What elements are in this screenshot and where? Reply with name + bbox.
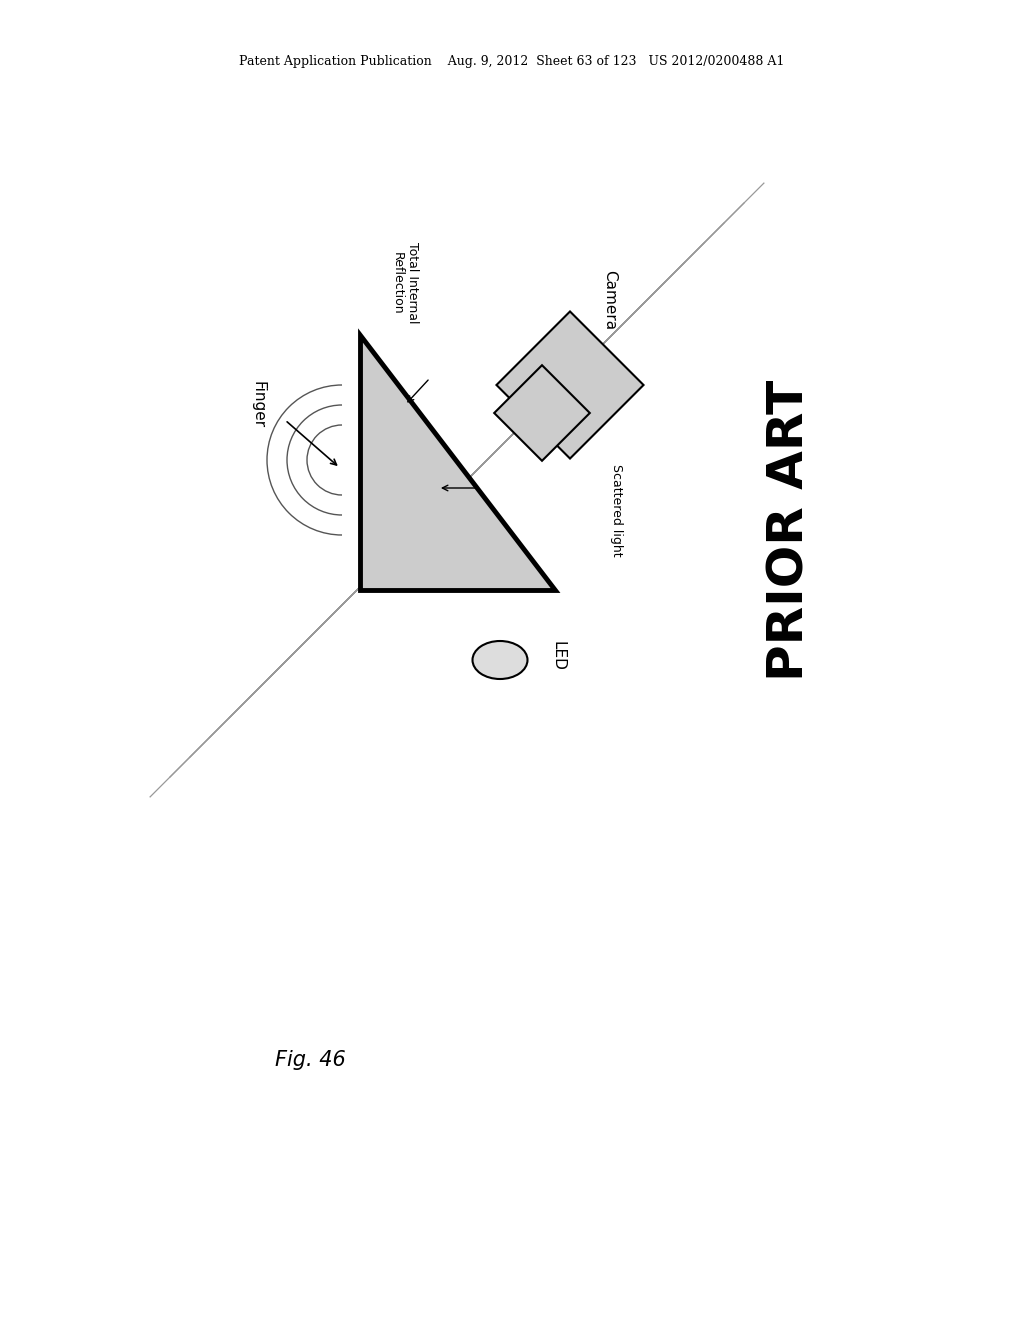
Text: Patent Application Publication    Aug. 9, 2012  Sheet 63 of 123   US 2012/020048: Patent Application Publication Aug. 9, 2…	[240, 55, 784, 69]
Text: Camera: Camera	[602, 269, 617, 330]
Polygon shape	[495, 366, 590, 461]
Polygon shape	[497, 312, 643, 458]
Text: Fig. 46: Fig. 46	[274, 1049, 345, 1071]
Text: LED: LED	[551, 642, 565, 671]
Ellipse shape	[472, 642, 527, 678]
Polygon shape	[360, 335, 555, 590]
Text: PRIOR ART: PRIOR ART	[766, 379, 814, 681]
Text: Total Internal
Reflection: Total Internal Reflection	[391, 243, 419, 323]
Text: Scattered light: Scattered light	[609, 463, 623, 556]
Text: Finger: Finger	[251, 381, 265, 429]
